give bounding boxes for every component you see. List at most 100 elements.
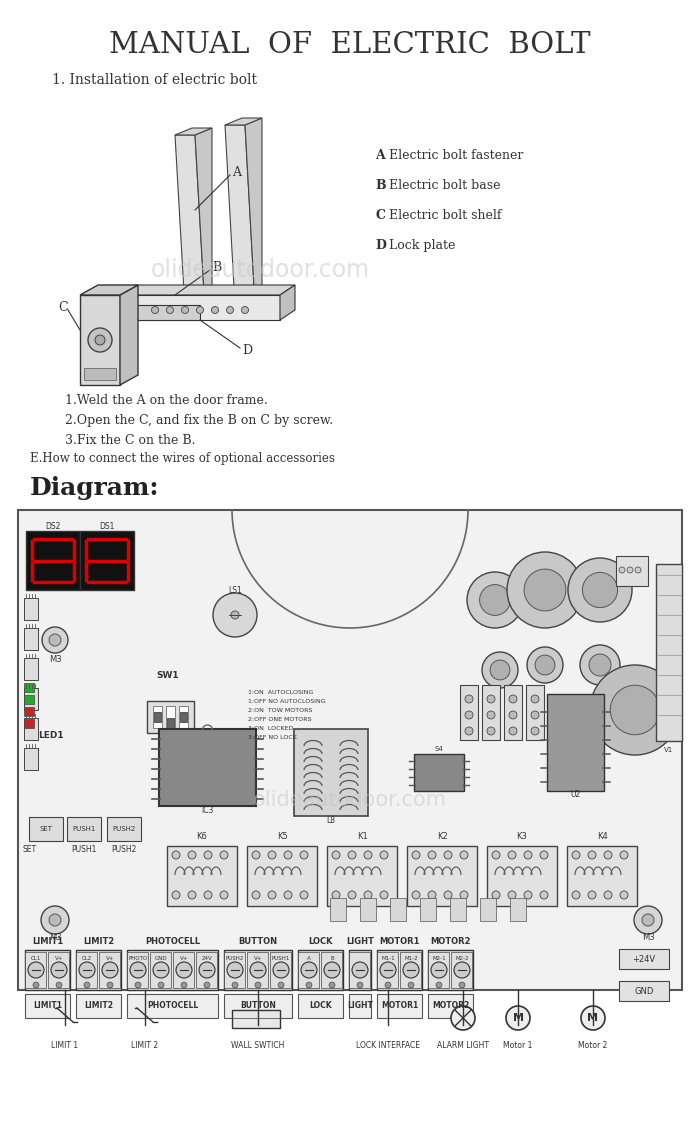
Circle shape [428, 891, 436, 899]
Text: SET: SET [39, 826, 52, 832]
Text: PHOTO: PHOTO [128, 955, 148, 961]
Circle shape [444, 851, 452, 859]
Text: PUSH2: PUSH2 [111, 845, 136, 854]
Polygon shape [195, 128, 212, 310]
Text: SW1: SW1 [157, 671, 179, 680]
FancyBboxPatch shape [656, 563, 682, 741]
Circle shape [454, 962, 470, 978]
Circle shape [135, 982, 141, 988]
FancyBboxPatch shape [377, 994, 422, 1018]
Circle shape [284, 851, 292, 859]
FancyBboxPatch shape [48, 952, 69, 988]
Text: S4: S4 [435, 746, 443, 752]
Text: PUSH2: PUSH2 [226, 955, 244, 961]
FancyBboxPatch shape [567, 846, 637, 907]
FancyBboxPatch shape [247, 952, 268, 988]
FancyBboxPatch shape [153, 705, 162, 728]
FancyBboxPatch shape [428, 950, 473, 989]
FancyBboxPatch shape [180, 712, 187, 722]
Circle shape [268, 891, 276, 899]
Text: BUTTON: BUTTON [239, 937, 278, 946]
Text: M: M [587, 1013, 598, 1024]
Circle shape [524, 891, 532, 899]
Text: M1-2: M1-2 [404, 955, 418, 961]
Text: MOTOR1: MOTOR1 [379, 937, 420, 946]
Text: K3: K3 [517, 832, 527, 841]
Circle shape [610, 685, 659, 735]
Text: PHOTOCELL: PHOTOCELL [147, 1002, 198, 1011]
Circle shape [588, 851, 596, 859]
Polygon shape [225, 125, 255, 304]
FancyBboxPatch shape [224, 950, 292, 989]
Circle shape [213, 593, 257, 637]
Circle shape [42, 627, 68, 653]
Text: V+: V+ [253, 955, 262, 961]
Text: ALARM LIGHT: ALARM LIGHT [437, 1041, 489, 1050]
Circle shape [176, 962, 192, 978]
FancyBboxPatch shape [510, 897, 526, 920]
FancyBboxPatch shape [616, 556, 648, 586]
Polygon shape [225, 118, 262, 125]
Circle shape [107, 982, 113, 988]
Circle shape [41, 907, 69, 934]
FancyBboxPatch shape [127, 950, 218, 989]
Circle shape [49, 634, 61, 646]
Circle shape [352, 962, 368, 978]
Polygon shape [80, 285, 138, 295]
Text: M3: M3 [49, 655, 62, 665]
Text: Lock plate: Lock plate [389, 239, 456, 251]
Circle shape [508, 891, 516, 899]
Circle shape [232, 982, 238, 988]
Text: LOCK: LOCK [309, 1002, 332, 1011]
Text: M: M [512, 1013, 524, 1024]
Text: 1:ON  AUTOCLOSING: 1:ON AUTOCLOSING [248, 690, 314, 694]
Text: A: A [232, 166, 241, 178]
Polygon shape [175, 128, 212, 135]
Circle shape [506, 1006, 530, 1030]
Circle shape [172, 851, 180, 859]
Circle shape [460, 891, 468, 899]
Circle shape [301, 962, 317, 978]
FancyBboxPatch shape [400, 952, 421, 988]
FancyBboxPatch shape [29, 817, 63, 841]
Circle shape [492, 851, 500, 859]
Text: L8: L8 [326, 816, 335, 825]
Text: 2.Open the C, and fix the B on C by screw.: 2.Open the C, and fix the B on C by scre… [65, 414, 333, 426]
FancyBboxPatch shape [449, 897, 466, 920]
Text: K5: K5 [276, 832, 288, 841]
Polygon shape [120, 285, 138, 385]
Circle shape [33, 982, 39, 988]
Circle shape [524, 851, 532, 859]
Circle shape [403, 962, 419, 978]
Polygon shape [280, 285, 295, 320]
Text: GND: GND [155, 955, 167, 961]
Circle shape [581, 1006, 605, 1030]
FancyBboxPatch shape [451, 952, 472, 988]
FancyBboxPatch shape [389, 897, 405, 920]
Circle shape [255, 982, 261, 988]
FancyBboxPatch shape [24, 688, 38, 710]
Text: M2-2: M2-2 [455, 955, 469, 961]
FancyBboxPatch shape [67, 817, 101, 841]
Circle shape [580, 645, 620, 685]
Circle shape [348, 891, 356, 899]
Text: 2:ON  TOW MOTORS: 2:ON TOW MOTORS [248, 708, 312, 712]
Text: Motor 1: Motor 1 [503, 1041, 533, 1050]
FancyBboxPatch shape [147, 701, 194, 733]
FancyBboxPatch shape [25, 994, 70, 1018]
Circle shape [204, 851, 212, 859]
Circle shape [102, 962, 118, 978]
Circle shape [642, 914, 654, 926]
FancyBboxPatch shape [377, 950, 422, 989]
FancyBboxPatch shape [482, 685, 500, 740]
Circle shape [535, 655, 555, 675]
Circle shape [227, 307, 234, 314]
Circle shape [635, 567, 641, 573]
FancyBboxPatch shape [349, 952, 370, 988]
Circle shape [460, 851, 468, 859]
Circle shape [130, 962, 146, 978]
Text: M3: M3 [642, 933, 654, 942]
Circle shape [153, 962, 169, 978]
FancyBboxPatch shape [24, 718, 38, 740]
Text: LED1: LED1 [38, 730, 64, 740]
